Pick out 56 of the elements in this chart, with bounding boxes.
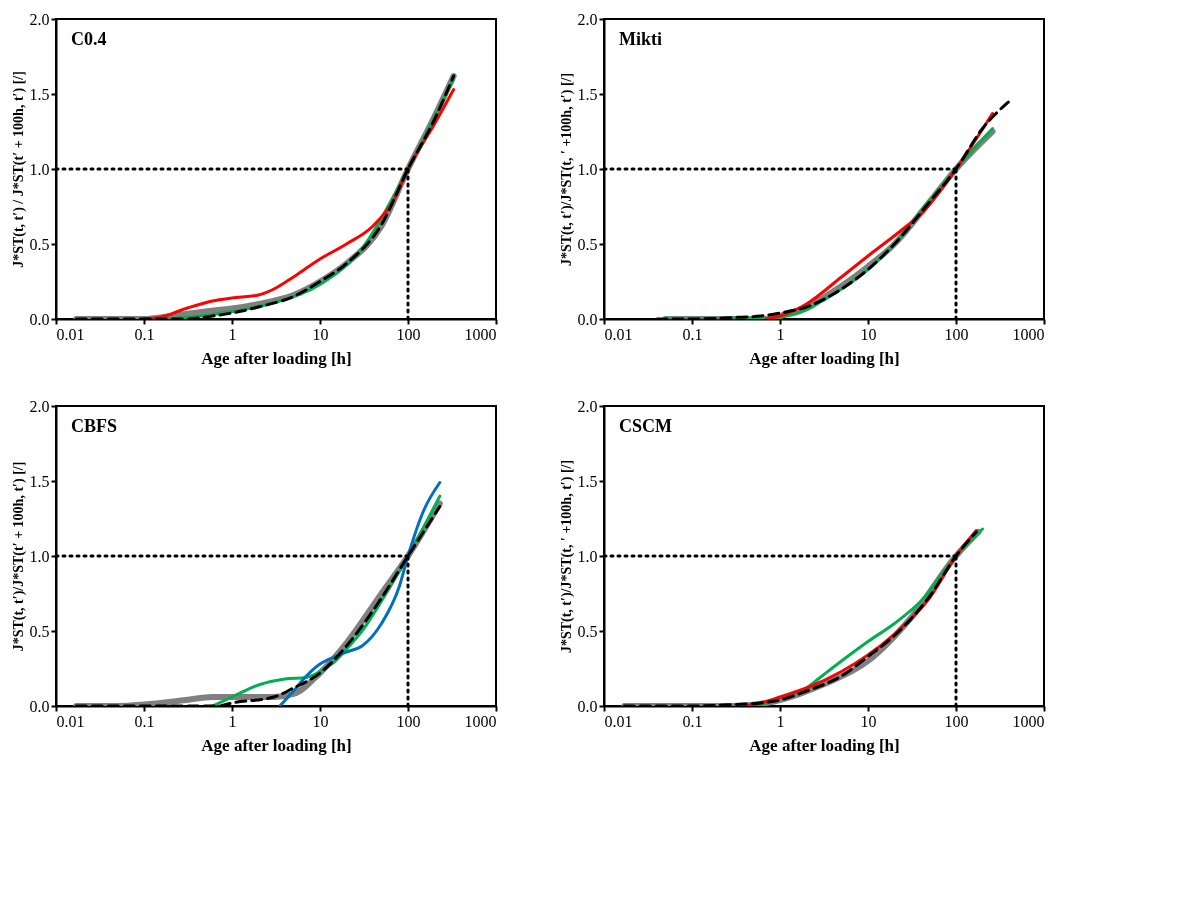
x-tick-label: 0.1	[682, 712, 703, 730]
x-tick-label: 1000	[1012, 712, 1045, 730]
x-tick-label: 10	[312, 325, 329, 343]
x-tick-label: 10	[860, 712, 877, 730]
x-tick-label: 0.01	[604, 325, 633, 343]
y-tick-label: 0.5	[577, 622, 598, 640]
x-tick-label: 0.1	[134, 712, 155, 730]
x-tick-label: 1	[228, 712, 237, 730]
annotation: C0.4	[71, 29, 107, 49]
x-tick-label: 100	[944, 712, 969, 730]
x-tick-label: 100	[944, 325, 969, 343]
y-tick-label: 0.0	[577, 697, 598, 715]
y-tick-label: 1.5	[29, 472, 50, 490]
y-tick-label: 1.5	[577, 85, 598, 103]
y-tick-label: 1.5	[29, 85, 50, 103]
x-tick-label: 100	[396, 712, 421, 730]
y-tick-label: 1.5	[577, 472, 598, 490]
y-tick-label: 1.0	[577, 160, 598, 178]
y-axis-title: J*ST(t, t′)/J*ST(t, ′ +100h, t′) [/]	[558, 72, 575, 267]
x-tick-label: 1	[228, 325, 237, 343]
y-tick-label: 0.5	[29, 235, 50, 253]
x-axis-title: Age after loading [h]	[201, 735, 352, 755]
y-axis-title: J*ST(t, t′)/J*ST(t′ + 100h, t′) [/]	[10, 461, 27, 652]
y-tick-label: 2.0	[29, 10, 50, 28]
x-tick-label: 0.1	[682, 325, 703, 343]
y-tick-label: 2.0	[577, 397, 598, 415]
x-tick-label: 0.01	[56, 712, 85, 730]
x-tick-label: 1	[776, 325, 785, 343]
x-tick-label: 10	[312, 712, 329, 730]
x-tick-label: 0.1	[134, 325, 155, 343]
y-tick-label: 0.0	[29, 310, 50, 328]
y-tick-label: 0.0	[577, 310, 598, 328]
annotation: Mikti	[619, 29, 662, 49]
x-tick-label: 1000	[1012, 325, 1045, 343]
x-tick-label: 0.01	[56, 325, 85, 343]
y-tick-label: 1.0	[29, 160, 50, 178]
y-tick-label: 1.0	[577, 547, 598, 565]
y-tick-label: 0.5	[29, 622, 50, 640]
x-tick-label: 10	[860, 325, 877, 343]
x-axis-title: Age after loading [h]	[201, 348, 352, 368]
y-axis-title: J*ST(t, t′) / J*ST(t′ + 100h, t′) [/]	[10, 71, 27, 268]
x-tick-label: 1	[776, 712, 785, 730]
x-axis-title: Age after loading [h]	[749, 735, 900, 755]
y-tick-label: 2.0	[577, 10, 598, 28]
x-tick-label: 1000	[464, 712, 497, 730]
y-tick-label: 2.0	[29, 397, 50, 415]
x-tick-label: 1000	[464, 325, 497, 343]
y-axis-title: J*ST(t, t′)/J*ST(t, ′ +100h, t′) [/]	[558, 459, 575, 654]
x-axis-title: Age after loading [h]	[749, 348, 900, 368]
y-tick-label: 0.5	[577, 235, 598, 253]
y-tick-label: 1.0	[29, 547, 50, 565]
annotation: CBFS	[71, 416, 118, 436]
y-tick-label: 0.0	[29, 697, 50, 715]
annotation: CSCM	[619, 416, 673, 436]
x-tick-label: 100	[396, 325, 421, 343]
x-tick-label: 0.01	[604, 712, 633, 730]
